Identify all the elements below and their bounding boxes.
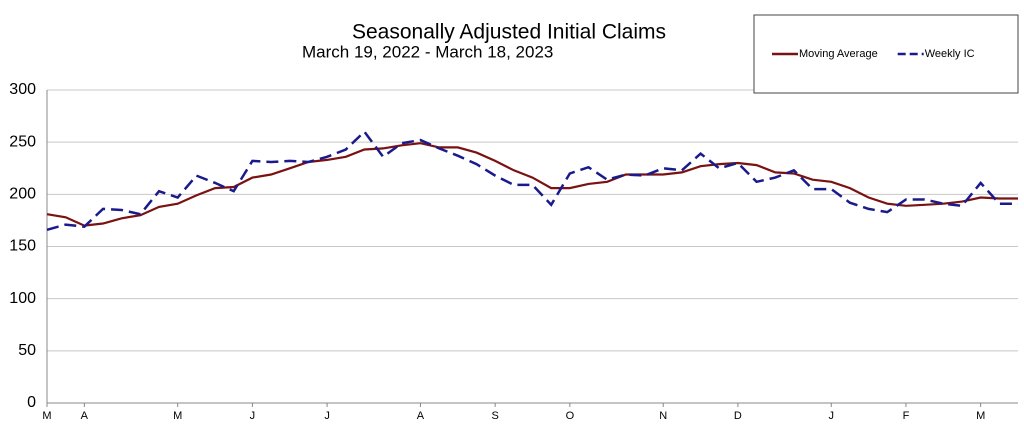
x-tick-label: M	[976, 410, 985, 422]
y-tick-label: 100	[9, 290, 36, 307]
chart-subtitle: March 19, 2022 - March 18, 2023	[302, 42, 553, 61]
x-tick-label: D	[734, 410, 742, 422]
x-tick-label: M	[173, 410, 182, 422]
x-tick-label: A	[81, 410, 89, 422]
x-tick-label: S	[491, 410, 498, 422]
x-tick-label: N	[659, 410, 667, 422]
x-tick-label: F	[903, 410, 910, 422]
legend-label: Moving Average	[799, 48, 878, 60]
x-tick-label: J	[829, 410, 835, 422]
x-tick-label: O	[566, 410, 575, 422]
x-tick-label: A	[417, 410, 425, 422]
y-tick-label: 50	[18, 342, 36, 359]
y-tick-label: 0	[27, 394, 36, 411]
x-tick-label: J	[324, 410, 330, 422]
y-tick-label: 250	[9, 133, 36, 150]
chart-title: Seasonally Adjusted Initial Claims	[352, 21, 666, 44]
x-tick-label: J	[250, 410, 256, 422]
series-line	[46, 129, 1018, 232]
y-tick-label: 300	[9, 81, 36, 98]
legend-label: Weekly IC	[925, 48, 975, 60]
y-tick-label: 150	[9, 238, 36, 255]
series-line	[46, 142, 1018, 227]
x-tick-label: M	[42, 410, 51, 422]
y-tick-label: 200	[9, 186, 36, 203]
